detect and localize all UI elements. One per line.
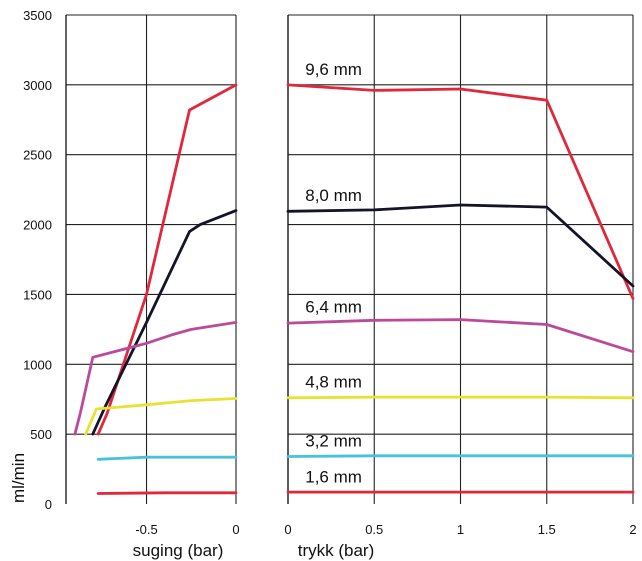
y-tick-label: 2000 [23, 218, 52, 233]
series-line-pressure-96 [286, 83, 635, 301]
x-axis-title: trykk (bar) [298, 541, 375, 560]
y-tick-label: 3000 [23, 78, 52, 93]
series-label: 1,6 mm [305, 467, 362, 486]
axes: -0.5 0 suging (bar) 0 0.5 1 1.5 2 trykk (bar) 0 50… [9, 8, 637, 560]
series-label: 6,4 mm [305, 298, 362, 317]
series-lines [73, 83, 635, 495]
series-line-pressure-48 [286, 395, 635, 400]
x-tick-label: 0 [284, 522, 291, 537]
y-tick-label: 1500 [23, 287, 52, 302]
y-axis-title: ml/min [9, 453, 28, 503]
series-line-pressure-64 [286, 318, 635, 354]
series-label: 9,6 mm [305, 60, 362, 79]
series-line-suction-80 [91, 209, 238, 436]
x-tick-label: 2 [629, 522, 636, 537]
y-tick-label: 0 [45, 497, 52, 512]
series-line-suction-32 [96, 455, 238, 461]
y-tick-label: 2500 [23, 148, 52, 163]
x-tick-label: 0.5 [365, 522, 383, 537]
x-tick-label: -0.5 [135, 522, 157, 537]
series-label: 8,0 mm [305, 186, 362, 205]
x-tick-label: 1.5 [538, 522, 556, 537]
series-line-suction-16 [96, 491, 238, 495]
x-axis-title: suging (bar) [133, 541, 224, 560]
series-line-suction-64 [73, 320, 238, 436]
x-tick-label: 0 [232, 522, 239, 537]
series-line-suction-96 [96, 83, 238, 436]
series-label: 4,8 mm [305, 372, 362, 391]
series-label: 3,2 mm [305, 432, 362, 451]
x-tick-label: 1 [457, 522, 464, 537]
labels: 9,6 mm 8,0 mm 6,4 mm 4,8 mm 3,2 mm 1,6 mm [305, 60, 362, 486]
y-tick-label: 1000 [23, 357, 52, 372]
y-tick-label: 500 [30, 427, 52, 442]
y-tick-label: 3500 [23, 8, 52, 23]
series-line-pressure-32 [286, 454, 635, 458]
series-line-pressure-80 [286, 203, 635, 288]
series-line-suction-48 [84, 397, 238, 436]
